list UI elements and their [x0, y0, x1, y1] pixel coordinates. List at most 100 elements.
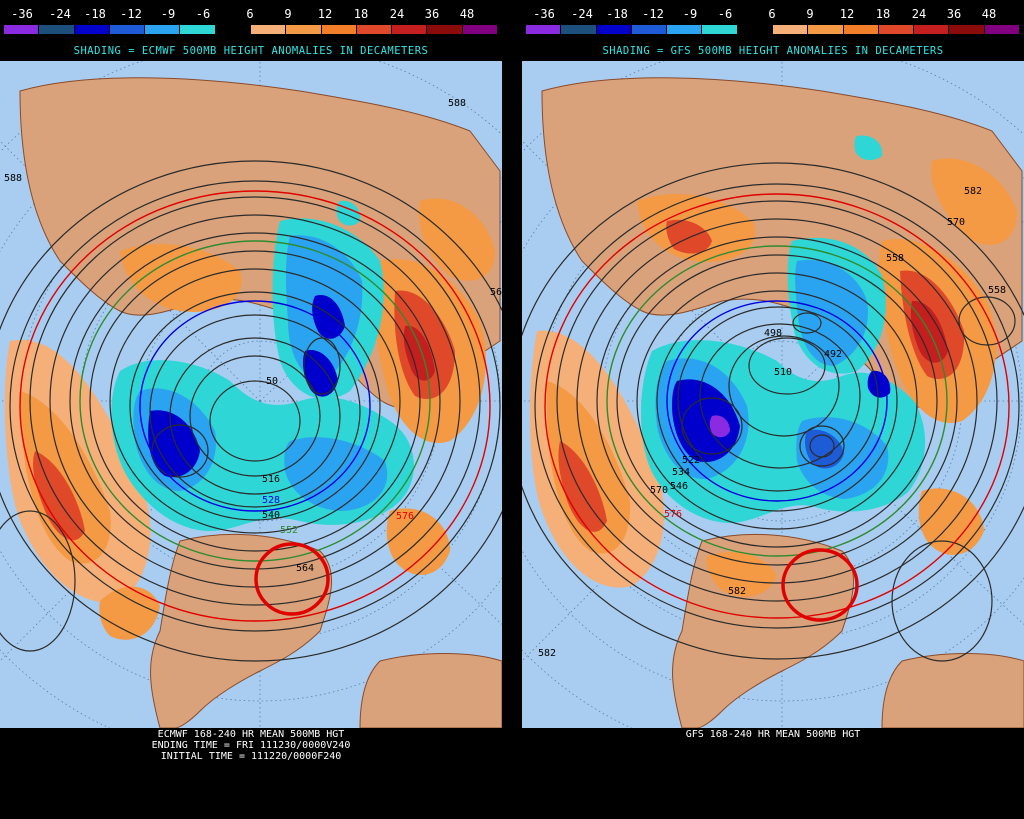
colorbar-label: 9	[806, 7, 814, 21]
contour-label: 558	[886, 253, 904, 264]
colorbar-label: 18	[875, 7, 891, 21]
highlight-circle	[254, 542, 330, 616]
map-footer: ECMWF 168-240 HR MEAN 500MB HGT ENDING T…	[0, 729, 502, 762]
colorbar-swatch	[39, 25, 75, 34]
colorbar-label: 18	[353, 7, 369, 21]
colorbar-label: 24	[911, 7, 927, 21]
colorbar-label: -12	[642, 7, 664, 21]
colorbar-label: 24	[389, 7, 405, 21]
colorbar-label: 9	[284, 7, 292, 21]
gfs-map: 582 570 558 558 498 510 492 522 534 546 …	[522, 61, 1024, 728]
contour-label: 516	[262, 474, 280, 485]
colorbar-label: -12	[120, 7, 142, 21]
colorbar-label: -36	[533, 7, 555, 21]
colorbar-label: 6	[768, 7, 776, 21]
colorbar-swatch	[4, 25, 40, 34]
colorbar-label: 12	[317, 7, 333, 21]
colorbar-swatch	[561, 25, 597, 34]
contour-label: 588	[4, 173, 22, 184]
contour-label: 546	[670, 481, 688, 492]
contour-label: 576	[396, 511, 414, 522]
contour-label: 534	[672, 467, 690, 478]
colorbar-label: 48	[459, 7, 475, 21]
gfs-panel: -36 -24 -18 -12 -9 -6 6 9 12 18 24 36 48…	[522, 0, 1024, 819]
colorbar-label: 36	[946, 7, 962, 21]
positive-anomalies	[530, 158, 1017, 597]
colorbar-swatch	[356, 25, 393, 34]
colorbar-label: -6	[717, 7, 733, 21]
height-contours	[0, 160, 502, 662]
contour-label: 570	[650, 485, 668, 496]
panel-gap	[502, 0, 522, 819]
colorbar-swatch	[74, 25, 110, 34]
contour-label: 510	[774, 367, 792, 378]
contour-label: 570	[947, 217, 965, 228]
colorbar-swatch	[462, 25, 498, 34]
colorbar-labels: -36 -24 -18 -12 -9 -6 6 9 12 18 24 36 48	[526, 6, 1020, 22]
colored-contours	[544, 193, 1010, 619]
colorbar-label: 6	[246, 7, 254, 21]
colorbar-swatch	[250, 25, 287, 34]
footer-line: ENDING TIME = FRI 111230/0000V240	[151, 740, 351, 751]
colorbar-label: 48	[981, 7, 997, 21]
colorbar-swatch	[808, 25, 844, 34]
colorbar-swatch	[631, 25, 668, 34]
contour-label: 582	[964, 186, 982, 197]
ecmwf-map: 588 588 50 516 528 540 552 564 576 56	[0, 61, 502, 728]
colorbar-swatches	[526, 25, 1020, 34]
contour-labels: 582 570 558 558 498 510 492 522 534 546 …	[538, 186, 1006, 659]
contour-label: 576	[664, 509, 682, 520]
height-contours	[522, 162, 1024, 662]
contour-label: 588	[448, 98, 466, 109]
highlight-circle	[781, 548, 859, 622]
colorbar-labels: -36 -24 -18 -12 -9 -6 6 9 12 18 24 36 48	[4, 6, 498, 22]
colorbar-label: 36	[424, 7, 440, 21]
contour-label: 552	[280, 525, 298, 536]
colorbar-swatch	[392, 25, 428, 34]
colorbar-swatch	[321, 25, 357, 34]
colorbar-label: -36	[11, 7, 33, 21]
colorbar-swatch	[286, 25, 322, 34]
colorbar-swatch	[772, 25, 809, 34]
contour-label: 558	[988, 285, 1006, 296]
colorbar-swatch	[843, 25, 879, 34]
colorbar-swatch	[878, 25, 915, 34]
colorbar-swatch	[737, 25, 773, 34]
colorbar-label: -6	[195, 7, 211, 21]
colorbar-label: -24	[49, 7, 71, 21]
map-subtitle: SHADING = GFS 500MB HEIGHT ANOMALIES IN …	[602, 45, 944, 57]
colorbar-swatch	[667, 25, 703, 34]
contour-label: 582	[538, 648, 556, 659]
footer-line: ECMWF 168-240 HR MEAN 500MB HGT	[157, 729, 345, 740]
colored-contours	[19, 190, 491, 622]
colorbar-swatch	[596, 25, 632, 34]
colorbar-label: -9	[682, 7, 698, 21]
map-footer: GFS 168-240 HR MEAN 500MB HGT	[522, 729, 1024, 740]
colorbar-label: -24	[571, 7, 593, 21]
colorbar: -36 -24 -18 -12 -9 -6 6 9 12 18 24 36 48	[4, 6, 498, 36]
colorbar: -36 -24 -18 -12 -9 -6 6 9 12 18 24 36 48	[526, 6, 1020, 36]
colorbar-swatch	[109, 25, 146, 34]
negative-anomalies	[640, 135, 926, 523]
colorbar-swatch	[949, 25, 985, 34]
footer-line: GFS 168-240 HR MEAN 500MB HGT	[685, 729, 861, 740]
contour-label: 50	[266, 376, 278, 387]
contour-label: 498	[764, 328, 782, 339]
contour-labels: 588 588 50 516 528 540 552 564 576 56	[4, 98, 502, 574]
colorbar-label: -18	[606, 7, 628, 21]
colorbar-swatch	[215, 25, 251, 34]
colorbar-label: -9	[160, 7, 176, 21]
colorbar-swatches	[4, 25, 498, 34]
footer-line: INITIAL TIME = 111220/0000F240	[160, 751, 342, 762]
colorbar-swatch	[984, 25, 1020, 34]
contour-label: 492	[824, 349, 842, 360]
colorbar-swatch	[914, 25, 950, 34]
colorbar-swatch	[180, 25, 216, 34]
colorbar-swatch	[702, 25, 738, 34]
contour-label: 528	[262, 495, 280, 506]
contour-label: 540	[262, 510, 280, 521]
contour-label: 582	[728, 586, 746, 597]
contour-label: 522	[682, 455, 700, 466]
colorbar-label: -18	[84, 7, 106, 21]
map-subtitle: SHADING = ECMWF 500MB HEIGHT ANOMALIES I…	[73, 45, 429, 57]
